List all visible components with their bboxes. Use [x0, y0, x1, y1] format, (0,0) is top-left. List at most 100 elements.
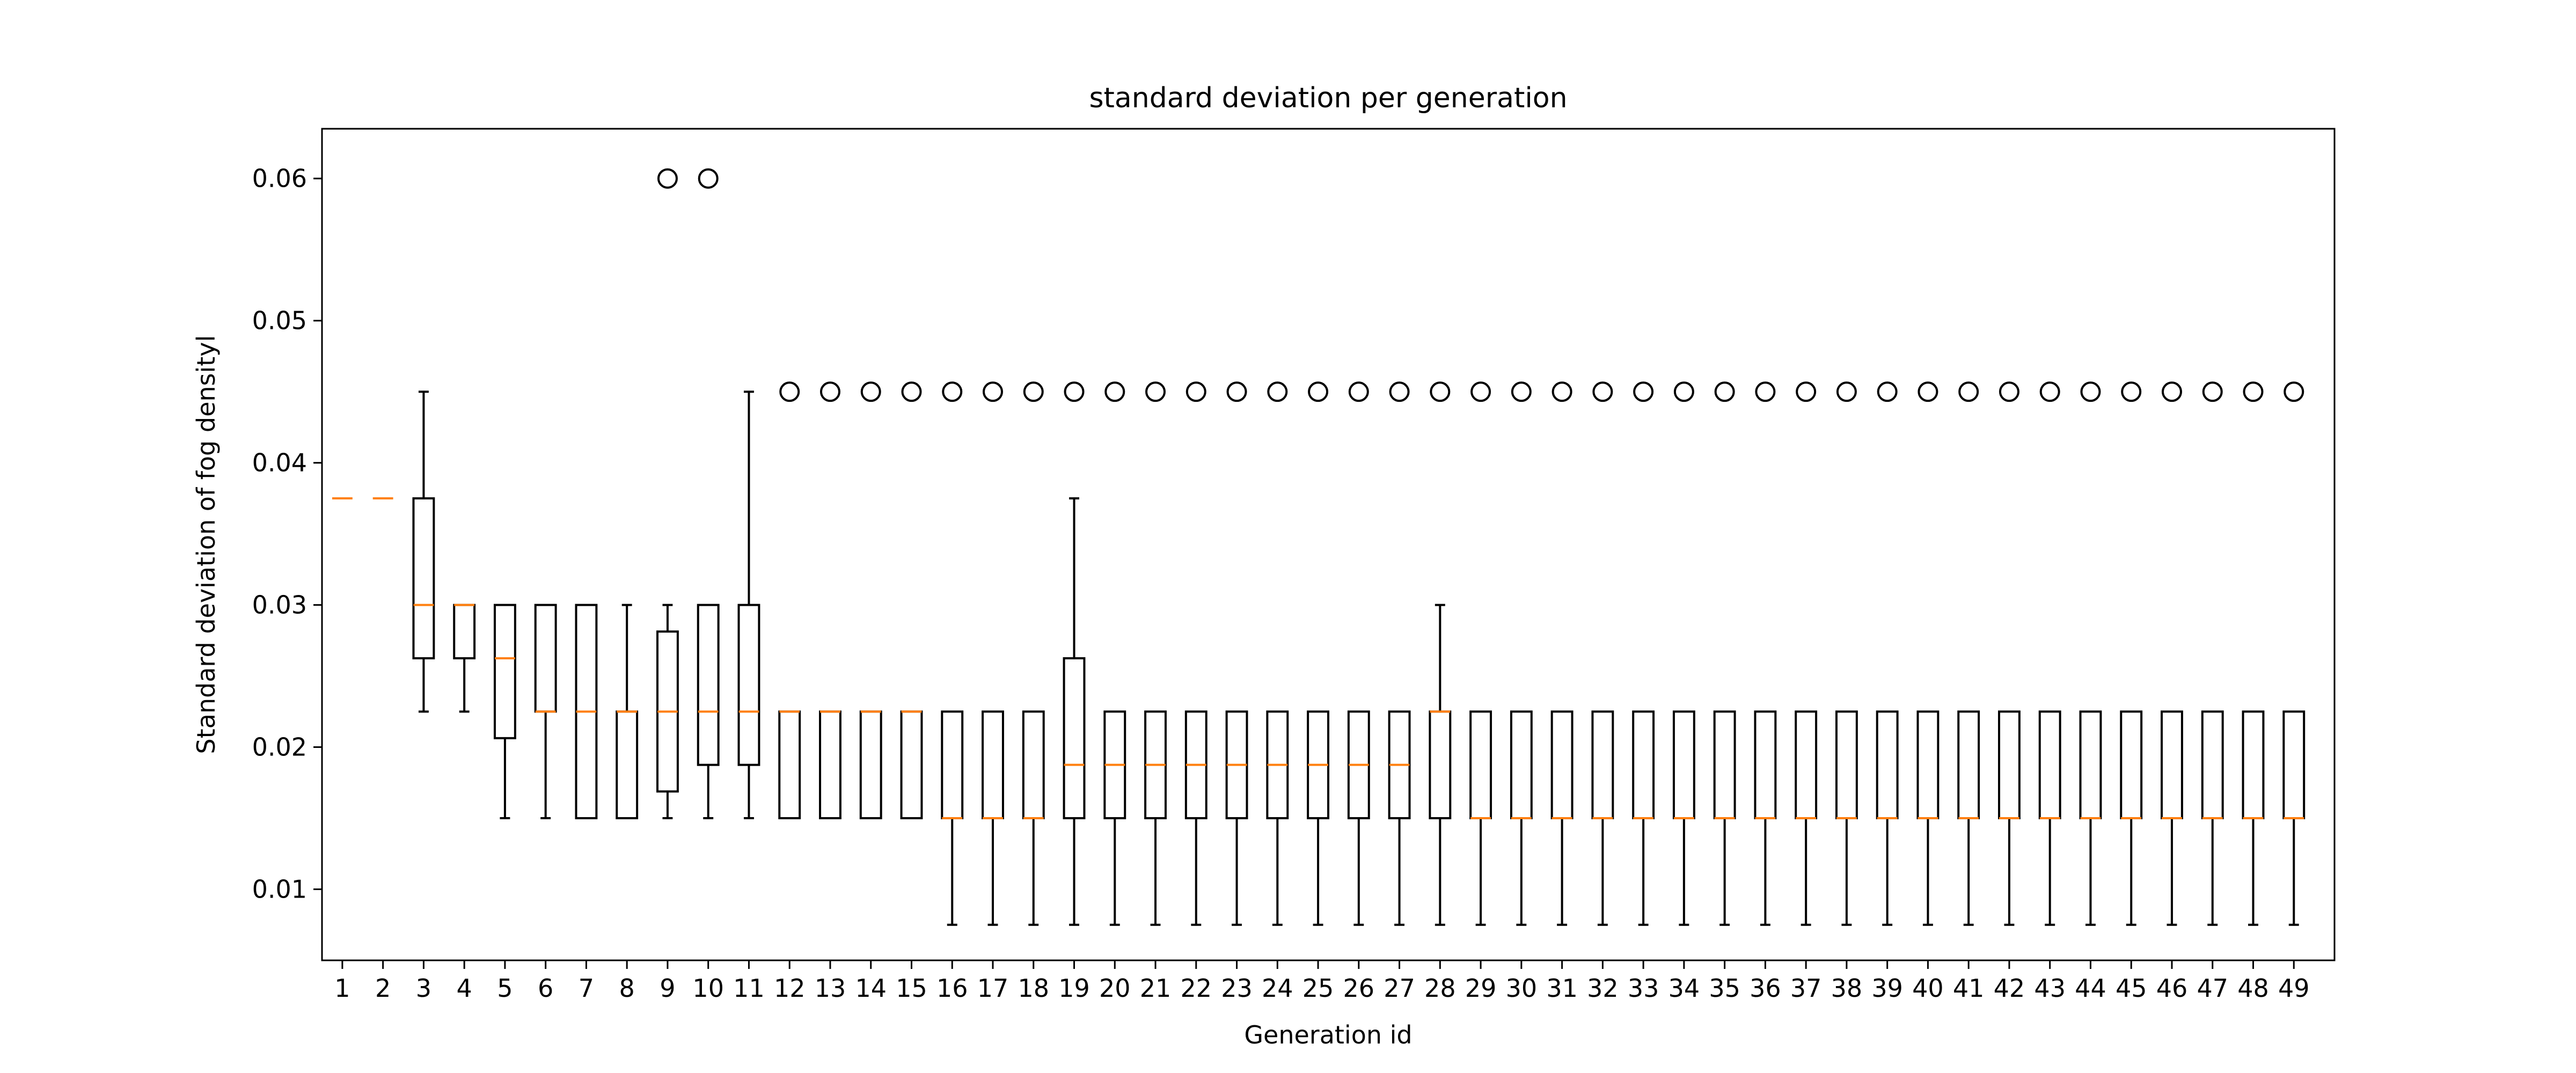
box-group-18: [1022, 381, 1045, 926]
x-tick-label: 34: [1668, 974, 1700, 1003]
flier-point-31-0: [1552, 381, 1572, 402]
y-tick-label: 0.04: [252, 449, 307, 477]
y-tick-label: 0.03: [252, 591, 307, 620]
flier-point-48-0: [2243, 381, 2264, 402]
y-axis-ticks: 0.01 0.02 0.03 0.04 0.05 0.06: [252, 164, 322, 904]
flier-point-16-0: [942, 381, 963, 402]
box-group-38: [1835, 381, 1858, 926]
box-group-28: [1429, 381, 1452, 926]
box-group-43: [2038, 381, 2061, 926]
box-group-3: [412, 391, 435, 713]
x-tick-label: 42: [1994, 974, 2025, 1003]
flier-point-30-0: [1511, 381, 1532, 402]
x-tick-label: 48: [2237, 974, 2269, 1003]
box-group-47: [2201, 381, 2224, 926]
y-tick-label: 0.05: [252, 306, 307, 335]
x-tick-label: 32: [1587, 974, 1619, 1003]
y-tick-label: 0.01: [252, 875, 307, 904]
x-axis-ticks: 1 2 3 4 5 6 7 8 9 10 11 12 13 14 15 16 17 18 19 20 21 22 23 24 2…: [334, 960, 2310, 1003]
x-tick-label: 11: [733, 974, 765, 1003]
flier-point-17-0: [983, 381, 1003, 402]
flier-point-24-0: [1267, 381, 1288, 402]
flier-point-21-0: [1145, 381, 1166, 402]
x-tick-label: 20: [1099, 974, 1131, 1003]
x-tick-label: 6: [538, 974, 553, 1003]
x-tick-label: 30: [1506, 974, 1538, 1003]
box-group-37: [1795, 381, 1818, 926]
flier-point-44-0: [2080, 381, 2101, 402]
box-group-42: [1998, 381, 2021, 926]
flier-point-27-0: [1389, 381, 1410, 402]
box-group-35: [1713, 381, 1736, 926]
y-tick-label: 0.02: [252, 733, 307, 762]
chart-title: standard deviation per generation: [1089, 82, 1567, 114]
box-group-5: [493, 604, 516, 820]
flier-point-32-0: [1592, 381, 1613, 402]
x-tick-label: 31: [1546, 974, 1578, 1003]
x-tick-label: 12: [774, 974, 806, 1003]
flier-point-36-0: [1755, 381, 1776, 402]
x-tick-label: 22: [1181, 974, 1212, 1003]
flier-point-13-0: [819, 381, 840, 402]
flier-point-41-0: [1958, 381, 1979, 402]
x-tick-label: 16: [936, 974, 968, 1003]
box-group-39: [1876, 381, 1899, 926]
flier-point-12-0: [779, 381, 800, 402]
plot-marks: [332, 168, 2306, 926]
x-tick-label: 21: [1140, 974, 1172, 1003]
x-tick-label: 9: [660, 974, 675, 1003]
box-group-45: [2120, 381, 2143, 926]
flier-point-20-0: [1104, 381, 1125, 402]
box-group-4: [453, 604, 476, 713]
flier-point-43-0: [2039, 381, 2060, 402]
x-tick-label: 41: [1953, 974, 1985, 1003]
x-tick-label: 43: [2034, 974, 2066, 1003]
x-tick-label: 47: [2197, 974, 2228, 1003]
flier-point-37-0: [1796, 381, 1817, 402]
flier-point-33-0: [1633, 381, 1654, 402]
x-tick-label: 29: [1465, 974, 1497, 1003]
box-group-46: [2161, 381, 2183, 926]
flier-point-34-0: [1673, 381, 1694, 402]
y-axis-label: Standard deviation of fog densityl: [192, 335, 221, 754]
x-tick-label: 44: [2075, 974, 2106, 1003]
flier-point-10-0: [698, 168, 719, 189]
x-tick-label: 36: [1750, 974, 1781, 1003]
flier-point-46-0: [2161, 381, 2182, 402]
box-group-29: [1469, 381, 1492, 926]
x-tick-label: 28: [1424, 974, 1456, 1003]
x-tick-label: 18: [1018, 974, 1049, 1003]
x-tick-label: 35: [1709, 974, 1740, 1003]
x-tick-label: 39: [1871, 974, 1903, 1003]
flier-point-26-0: [1348, 381, 1369, 402]
x-tick-label: 23: [1221, 974, 1253, 1003]
x-tick-label: 17: [977, 974, 1009, 1003]
box-group-15: [900, 381, 923, 820]
flier-point-18-0: [1023, 381, 1044, 402]
x-tick-label: 5: [497, 974, 513, 1003]
flier-point-25-0: [1308, 381, 1329, 402]
x-tick-label: 38: [1831, 974, 1863, 1003]
x-tick-label: 15: [896, 974, 927, 1003]
box-group-20: [1103, 381, 1126, 926]
box-group-22: [1184, 381, 1208, 926]
x-tick-label: 13: [815, 974, 846, 1003]
flier-point-22-0: [1185, 381, 1206, 402]
x-tick-label: 14: [855, 974, 887, 1003]
flier-point-14-0: [860, 381, 881, 402]
x-tick-label: 27: [1384, 974, 1415, 1003]
flier-point-45-0: [2121, 381, 2142, 402]
box-group-33: [1632, 381, 1655, 926]
flier-point-35-0: [1714, 381, 1735, 402]
x-tick-label: 10: [692, 974, 724, 1003]
x-tick-label: 33: [1628, 974, 1659, 1003]
box-group-14: [859, 381, 882, 820]
flier-point-28-0: [1430, 381, 1451, 402]
flier-point-38-0: [1836, 381, 1857, 402]
x-tick-label: 24: [1262, 974, 1293, 1003]
box-group-41: [1957, 381, 1980, 926]
x-tick-label: 25: [1302, 974, 1334, 1003]
box-group-27: [1388, 381, 1411, 926]
box-group-44: [2079, 381, 2102, 926]
